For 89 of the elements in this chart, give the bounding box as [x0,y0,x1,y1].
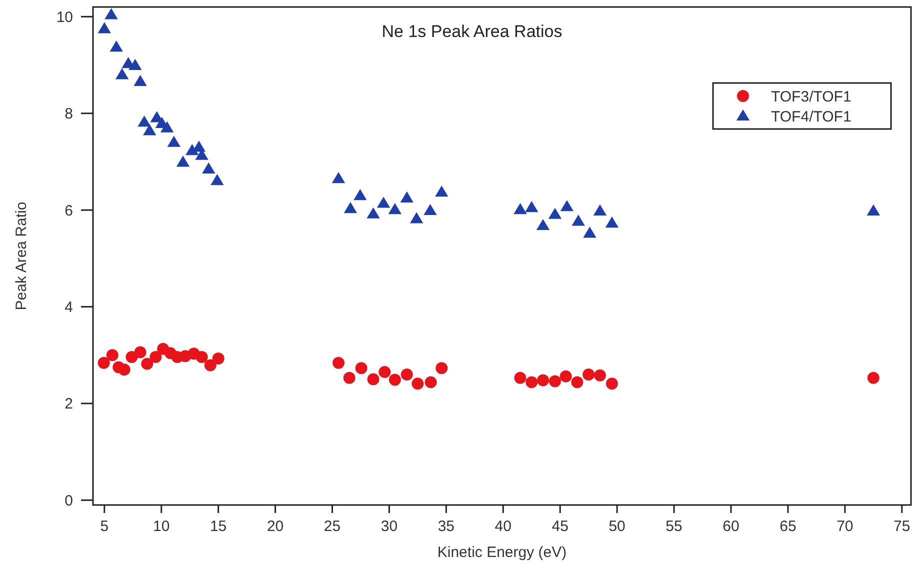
point [594,369,606,382]
point [400,368,413,380]
x-tick-label: 45 [552,518,568,535]
point [412,378,424,390]
point [571,376,584,388]
point [212,352,224,364]
point [343,372,356,384]
point [138,115,151,127]
x-tick-label: 70 [836,518,854,535]
point [196,351,208,364]
y-axis-title: Peak Area Ratio [13,202,30,310]
text: Ne 1s Peak Area Ratios [382,22,562,41]
legend-label: TOF3/TOF1 [771,88,852,106]
point [141,358,154,370]
point [160,121,174,132]
point [378,366,391,378]
point [367,373,380,386]
point [582,368,595,380]
point [98,356,110,369]
point [388,374,401,386]
point [167,136,180,147]
point [525,201,538,212]
point [548,375,561,388]
point [526,376,538,388]
point [118,364,130,376]
point [376,196,390,208]
point [344,202,358,214]
point [583,226,596,238]
point [354,188,367,200]
point [605,216,619,228]
x-tick-label: 60 [722,518,740,535]
point [210,174,224,186]
x-tick-label: 75 [894,518,910,535]
point [410,212,424,224]
x-tick-label: 50 [608,518,626,535]
y-tick-label: 10 [56,8,73,26]
x-tick-label: 65 [780,518,796,535]
y-tick-label: 8 [64,106,73,123]
point [355,362,368,374]
point [560,200,574,212]
point [400,191,414,202]
y-tick-label: 2 [64,396,73,413]
point [126,351,138,364]
point [98,22,111,34]
x-tick-label: 15 [210,518,227,535]
point [106,349,118,362]
point [514,372,526,384]
point [435,186,448,197]
point [424,204,437,216]
x-axis-title: Kinetic Energy (eV) [437,544,567,561]
x-tick-label: 35 [438,518,455,535]
point [514,202,527,214]
point [388,202,402,214]
x-tick-label: 5 [100,518,109,535]
y-tick-label: 4 [64,299,73,316]
point [332,172,346,184]
legend-label: TOF4/TOF1 [771,108,852,126]
x-tick-label: 55 [666,518,682,535]
point [204,359,216,372]
point [366,207,380,218]
y-tick-label: 6 [64,202,73,220]
point [115,68,129,80]
point [866,204,880,216]
y-tick-label: 0 [64,492,73,510]
x-tick-label: 40 [494,518,512,535]
x-tick-label: 30 [380,518,398,535]
point [332,356,345,369]
point [202,162,216,174]
point [134,346,146,358]
point [104,8,118,20]
point [128,58,142,70]
point [867,372,880,384]
x-tick-label: 10 [153,518,170,535]
point [436,362,448,374]
point [593,204,607,216]
point [176,156,190,167]
point [110,40,123,52]
point [424,376,437,388]
point [548,208,562,219]
point [606,378,618,390]
point [536,218,550,230]
x-tick-label: 25 [324,518,341,535]
point [150,351,162,364]
x-tick-label: 20 [266,518,284,535]
point [537,374,550,386]
point [560,370,572,382]
point [143,124,156,136]
point [134,74,147,86]
point [572,214,585,226]
